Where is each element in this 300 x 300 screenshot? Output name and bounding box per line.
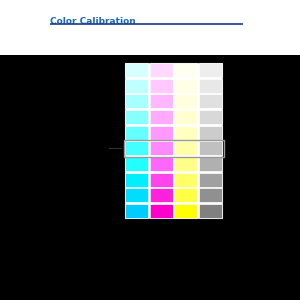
Bar xyxy=(199,141,222,155)
Bar xyxy=(150,157,173,171)
Bar xyxy=(199,157,222,171)
Bar xyxy=(125,204,148,218)
Bar xyxy=(125,157,148,171)
Bar xyxy=(150,110,173,124)
Bar xyxy=(199,110,222,124)
Bar xyxy=(174,157,197,171)
Bar xyxy=(174,110,197,124)
Bar xyxy=(199,79,222,93)
Bar xyxy=(174,126,197,140)
Bar xyxy=(124,140,224,157)
Bar xyxy=(174,204,197,218)
Bar xyxy=(0,0,300,55)
Bar xyxy=(125,188,148,202)
Bar xyxy=(199,172,222,187)
Bar xyxy=(125,63,148,77)
Text: Color Calibration: Color Calibration xyxy=(50,17,136,26)
Bar xyxy=(174,79,197,93)
Bar xyxy=(150,94,173,109)
Bar xyxy=(150,126,173,140)
Bar xyxy=(150,172,173,187)
Bar xyxy=(150,204,173,218)
Bar xyxy=(199,204,222,218)
Bar xyxy=(174,172,197,187)
Bar xyxy=(125,110,148,124)
Bar xyxy=(125,172,148,187)
Bar xyxy=(174,188,197,202)
Bar xyxy=(125,126,148,140)
Bar xyxy=(125,141,148,155)
Bar xyxy=(150,188,173,202)
Bar xyxy=(125,94,148,109)
Bar xyxy=(150,63,173,77)
Bar xyxy=(150,79,173,93)
Bar xyxy=(199,126,222,140)
Bar xyxy=(199,63,222,77)
Bar xyxy=(150,141,173,155)
Bar xyxy=(125,63,222,218)
Bar xyxy=(174,94,197,109)
Bar xyxy=(174,141,197,155)
Bar xyxy=(199,94,222,109)
Bar xyxy=(199,188,222,202)
Bar xyxy=(125,79,148,93)
Bar xyxy=(174,63,197,77)
